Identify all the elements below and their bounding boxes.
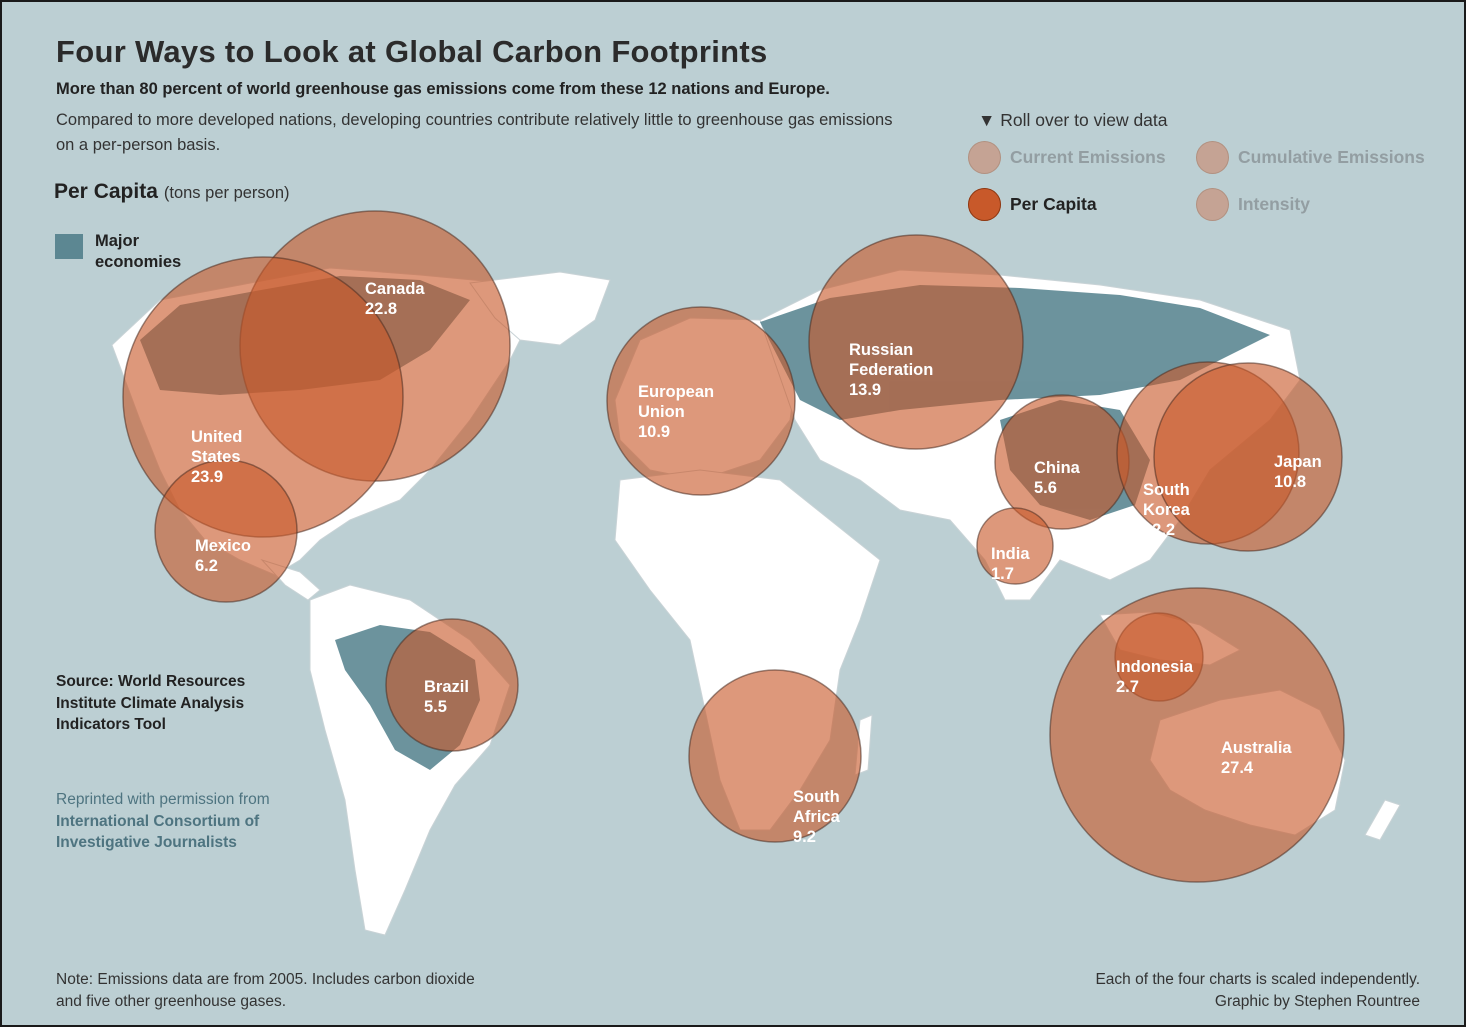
view-title: Per Capita (tons per person): [54, 180, 290, 204]
option-current-emissions[interactable]: Current Emissions: [968, 141, 1166, 174]
label-united-states: United States 23.9: [191, 428, 242, 486]
label-japan: Japan 10.8: [1274, 453, 1322, 491]
name-european-union: European: [638, 383, 714, 401]
option-cumulative-emissions[interactable]: Cumulative Emissions: [1196, 141, 1425, 174]
name-south-korea: Korea: [1143, 501, 1191, 519]
rollover-hint-text: Roll over to view data: [1000, 110, 1168, 130]
name-russian-federation: Federation: [849, 361, 933, 379]
label-south-korea: South Korea 12.2: [1143, 481, 1191, 539]
value-mexico: 6.2: [195, 557, 218, 575]
major-economies-swatch: [55, 234, 83, 259]
major-economies-label: Major economies: [95, 232, 182, 271]
bubble-australia[interactable]: [1049, 587, 1345, 883]
name-indonesia: Indonesia: [1116, 658, 1194, 676]
name-australia: Australia: [1221, 739, 1292, 757]
reprint-credit: Reprinted with permission from Internati…: [56, 789, 336, 854]
scale-note: Each of the four charts is scaled indepe…: [1095, 971, 1420, 988]
reprint-prefix: Reprinted with permission from: [56, 791, 270, 808]
triangle-down-icon: ▼: [978, 110, 996, 130]
label-australia: Australia 27.4: [1221, 739, 1292, 777]
radio-dot-icon: [968, 141, 1001, 174]
view-unit: (tons per person): [163, 184, 290, 202]
option-intensity[interactable]: Intensity: [1196, 188, 1310, 221]
label-mexico: Mexico 6.2: [195, 537, 251, 575]
view-title-label: Per Capita: [54, 180, 158, 203]
bubble-mexico[interactable]: [154, 459, 298, 603]
value-canada: 22.8: [365, 300, 397, 318]
name-south-korea: South: [1143, 481, 1190, 499]
label-india: India 1.7: [991, 545, 1030, 583]
name-united-states: United: [191, 428, 242, 446]
bubble-japan[interactable]: [1153, 362, 1343, 552]
value-india: 1.7: [991, 565, 1014, 583]
label-south-africa: South Africa 9.2: [793, 788, 841, 846]
value-south-africa: 9.2: [793, 828, 816, 846]
graphic-credit: Graphic by Stephen Rountree: [1214, 992, 1420, 1010]
option-label: Current Emissions: [1010, 147, 1166, 167]
option-label: Per Capita: [1010, 194, 1097, 214]
label-russian-federation: Russian Federation 13.9: [849, 341, 933, 399]
reprint-organization[interactable]: International Consortium of Investigativ…: [56, 812, 260, 852]
option-label: Intensity: [1238, 194, 1310, 214]
value-european-union: 10.9: [638, 423, 670, 441]
name-european-union: Union: [638, 403, 685, 421]
source-credit: Source: World Resources Institute Climat…: [56, 673, 246, 733]
bubble-european-union[interactable]: [606, 306, 796, 496]
value-japan: 10.8: [1274, 473, 1306, 491]
name-china: China: [1034, 459, 1081, 477]
value-indonesia: 2.7: [1116, 678, 1139, 696]
radio-dot-icon: [1196, 188, 1229, 221]
option-per-capita[interactable]: Per Capita: [968, 188, 1097, 221]
value-australia: 27.4: [1221, 759, 1254, 777]
bubble-india[interactable]: [976, 507, 1054, 585]
label-brazil: Brazil 5.5: [424, 678, 469, 716]
name-south-africa: South: [793, 788, 840, 806]
bubble-south-africa[interactable]: [688, 669, 862, 843]
name-canada: Canada: [365, 280, 425, 298]
name-mexico: Mexico: [195, 537, 251, 555]
value-russian-federation: 13.9: [849, 381, 881, 399]
new-zealand-landmass: [1364, 799, 1401, 841]
bubble-russian-federation[interactable]: [808, 234, 1024, 450]
radio-dot-icon: [1196, 141, 1229, 174]
name-japan: Japan: [1274, 453, 1322, 471]
label-indonesia: Indonesia 2.7: [1116, 658, 1194, 696]
value-united-states: 23.9: [191, 468, 223, 486]
label-canada: Canada 22.8: [365, 280, 425, 318]
intro-text: Compared to more developed nations, deve…: [56, 111, 893, 154]
page-title: Four Ways to Look at Global Carbon Footp…: [56, 34, 768, 69]
option-label: Cumulative Emissions: [1238, 147, 1425, 167]
label-european-union: European Union 10.9: [638, 383, 714, 441]
scale-note-block: Each of the four charts is scaled indepe…: [1095, 969, 1420, 1012]
radio-dot-icon: [968, 188, 1001, 221]
name-russian-federation: Russian: [849, 341, 913, 359]
name-india: India: [991, 545, 1030, 563]
label-china: China 5.6: [1034, 459, 1081, 497]
value-south-korea: 12.2: [1143, 521, 1175, 539]
name-united-states: States: [191, 448, 241, 466]
value-china: 5.6: [1034, 479, 1057, 497]
rollover-hint: ▼ Roll over to view data: [978, 110, 1168, 131]
subtitle: More than 80 percent of world greenhouse…: [56, 80, 830, 98]
name-south-africa: Africa: [793, 808, 841, 826]
footnote: Note: Emissions data are from 2005. Incl…: [56, 971, 475, 1010]
per-capita-bubbles: Canada 22.8 United States 23.9 Mexico 6.2 Brazi…: [122, 210, 1345, 883]
name-brazil: Brazil: [424, 678, 469, 696]
value-brazil: 5.5: [424, 698, 447, 716]
bubble-brazil[interactable]: [385, 618, 519, 752]
